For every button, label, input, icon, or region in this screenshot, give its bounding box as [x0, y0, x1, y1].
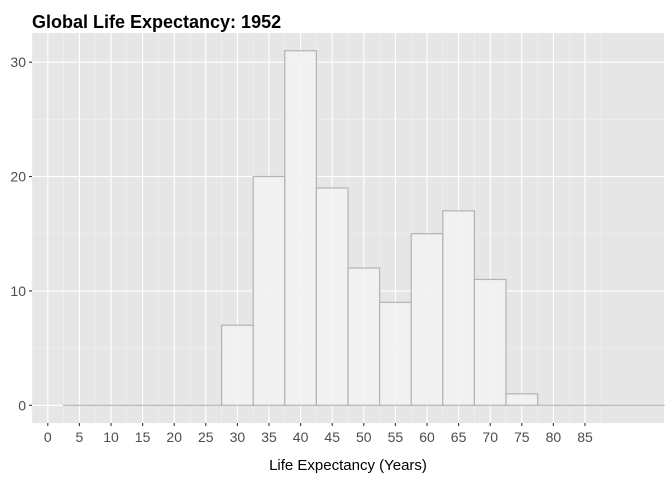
x-tick-label: 85 [577, 429, 593, 445]
x-tick-label: 15 [135, 429, 151, 445]
histogram-bar [221, 324, 254, 406]
x-tick-label: 25 [198, 429, 214, 445]
histogram-bar [315, 187, 349, 406]
x-tick-label: 75 [514, 429, 530, 445]
histogram-bar [284, 50, 317, 406]
y-axis: 0 10 20 30 [10, 54, 32, 413]
histogram-bar [252, 175, 286, 406]
x-tick-label: 60 [419, 429, 435, 445]
x-axis-title: Life Expectancy (Years) [269, 457, 427, 474]
x-tick-label: 55 [388, 429, 404, 445]
x-tick-label: 35 [261, 429, 277, 445]
x-tick-label: 50 [356, 429, 372, 445]
x-tick-label: 5 [76, 429, 84, 445]
histogram-bar [379, 301, 412, 406]
y-tick-label: 30 [10, 54, 26, 70]
x-tick-label: 30 [230, 429, 246, 445]
histogram-bars [62, 50, 665, 406]
chart-title: Global Life Expectancy: 1952 [32, 12, 282, 32]
x-tick-label: 40 [293, 429, 309, 445]
x-tick-label: 20 [166, 429, 182, 445]
histogram-bar [442, 210, 475, 406]
histogram-bar [347, 267, 381, 406]
y-tick-label: 20 [10, 169, 26, 185]
y-tick-label: 10 [10, 283, 26, 299]
x-axis: 0 5 10 15 20 25 30 35 40 45 50 55 60 65 70 75 80 85 [44, 423, 593, 445]
histogram-bar [410, 233, 444, 406]
x-tick-label: 0 [44, 429, 52, 445]
y-tick-label: 0 [18, 397, 26, 413]
x-tick-label: 80 [546, 429, 562, 445]
x-tick-label: 45 [324, 429, 340, 445]
x-tick-label: 10 [103, 429, 119, 445]
histogram-bar [505, 393, 539, 406]
x-tick-label: 65 [451, 429, 467, 445]
histogram-bar [473, 278, 507, 406]
x-tick-label: 70 [482, 429, 498, 445]
